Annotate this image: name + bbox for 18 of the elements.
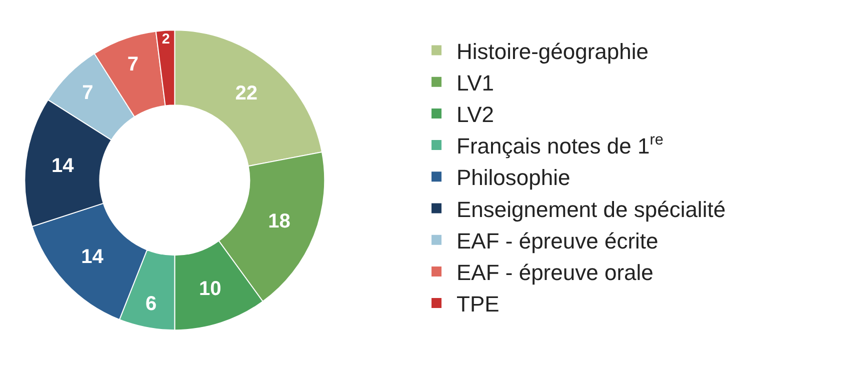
data-label: 22 xyxy=(235,82,258,104)
legend-label: Français notes de 1$^{re}$ xyxy=(456,131,664,159)
legend-label: LV2 xyxy=(456,102,494,128)
legend-label: LV1 xyxy=(456,70,494,96)
data-label: 14 xyxy=(52,155,75,178)
legend-label: EAF - épreuve écrite xyxy=(456,228,658,254)
legend-label: TPE xyxy=(456,292,500,317)
legend-label: Enseignement de spécialité xyxy=(456,196,726,222)
data-label: 14 xyxy=(81,246,104,268)
data-label: 7 xyxy=(127,53,139,76)
data-label: 6 xyxy=(145,293,157,316)
data-label: 18 xyxy=(268,210,290,233)
data-label: 2 xyxy=(162,32,170,48)
data-label: 10 xyxy=(198,278,222,300)
legend-label: Histoire-géographie xyxy=(456,38,648,64)
legend-label: Philosophie xyxy=(456,165,570,190)
data-label: 7 xyxy=(82,82,94,104)
legend-label: EAF - épreuve orale xyxy=(456,260,654,286)
